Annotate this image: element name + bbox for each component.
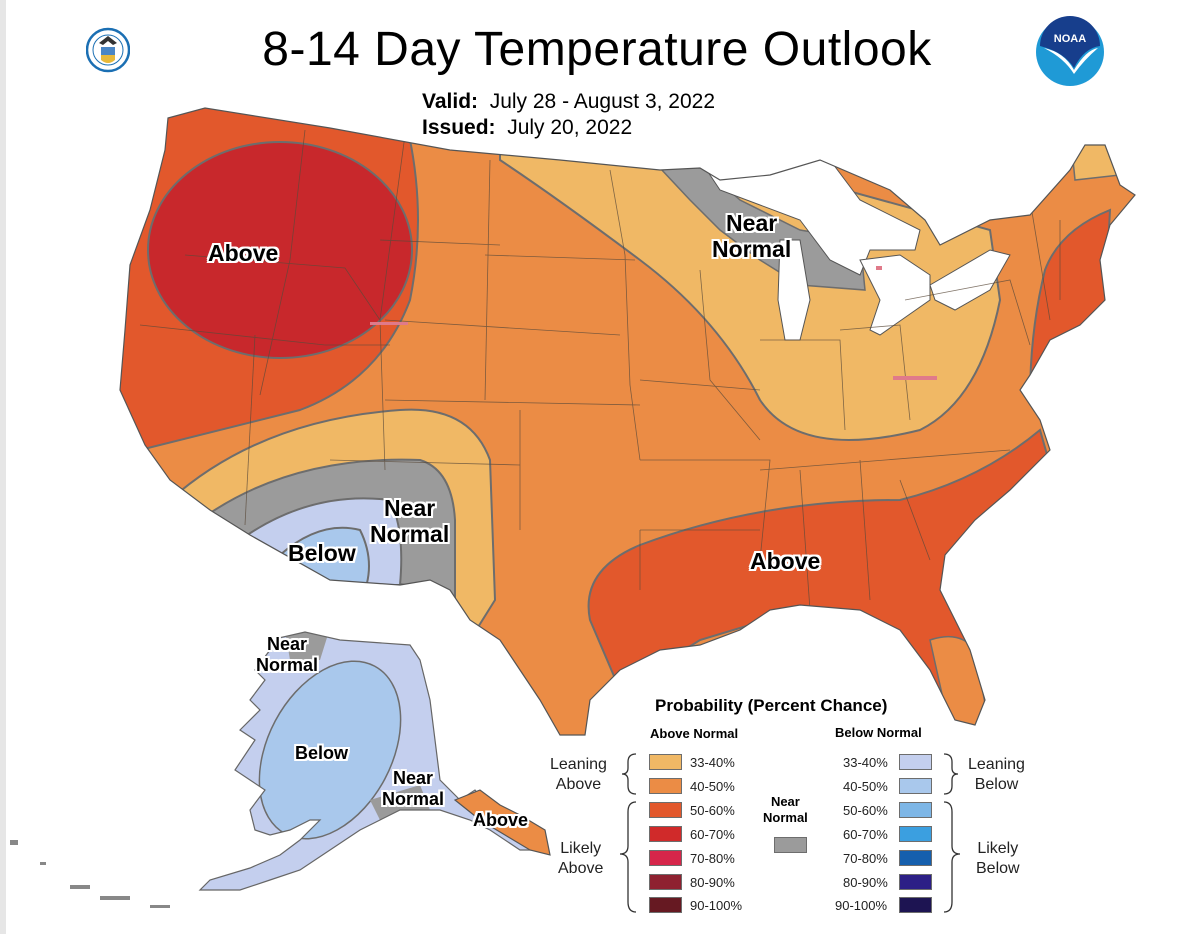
likely-above-label: Likely Above bbox=[558, 839, 603, 879]
swatch-below-33-40 bbox=[899, 754, 932, 770]
label-line: Below bbox=[976, 860, 1020, 877]
swatch-below-90-100 bbox=[899, 897, 932, 913]
swatch-below-40-50 bbox=[899, 778, 932, 794]
valid-label: Valid: bbox=[422, 90, 479, 113]
valid-dates: Valid: July 28 - August 3, 2022 bbox=[422, 90, 715, 114]
pct-below-40-50: 40-50% bbox=[843, 779, 888, 794]
swatch-above-70-80 bbox=[649, 850, 682, 866]
noaa-logo: NOAA bbox=[1034, 16, 1106, 93]
legend-below-header: Below Normal bbox=[835, 725, 922, 740]
pct-below-50-60: 50-60% bbox=[843, 803, 888, 818]
label-line: Near bbox=[384, 495, 436, 521]
swatch-above-40-50 bbox=[649, 778, 682, 794]
page-title: 8-14 Day Temperature Outlook bbox=[0, 22, 1200, 77]
swatch-below-80-90 bbox=[899, 874, 932, 890]
pct-below-70-80: 70-80% bbox=[843, 851, 888, 866]
issued-label: Issued: bbox=[422, 116, 496, 139]
leaning-above-label: Leaning Above bbox=[550, 755, 607, 795]
label-alaska-below: Below bbox=[295, 743, 349, 763]
label-line: Likely bbox=[560, 840, 602, 857]
swatch-below-50-60 bbox=[899, 802, 932, 818]
label-southwest-near-normal: Near Normal bbox=[370, 495, 449, 548]
label-southeast-above: Above bbox=[750, 548, 821, 574]
pct-above-50-60: 50-60% bbox=[690, 803, 735, 818]
swatch-above-80-90 bbox=[649, 874, 682, 890]
pct-above-33-40: 33-40% bbox=[690, 755, 735, 770]
label-alaska-south-near-normal: Near Normal bbox=[382, 768, 444, 809]
pct-above-90-100: 90-100% bbox=[690, 898, 743, 913]
issued-value: July 20, 2022 bbox=[507, 116, 633, 139]
valid-value: July 28 - August 3, 2022 bbox=[489, 90, 716, 113]
label-line: Near bbox=[726, 210, 778, 236]
swatch-above-50-60 bbox=[649, 802, 682, 818]
legend-title: Probability (Percent Chance) bbox=[655, 696, 888, 715]
label-line: Leaning bbox=[550, 756, 607, 773]
swatch-below-60-70 bbox=[899, 826, 932, 842]
pct-below-90-100: 90-100% bbox=[835, 898, 888, 913]
pct-below-60-70: 60-70% bbox=[843, 827, 888, 842]
label-line: Near bbox=[266, 634, 308, 654]
commerce-seal-logo bbox=[85, 18, 131, 87]
swatch-near-normal bbox=[774, 837, 807, 853]
noaa-logo-text: NOAA bbox=[1054, 33, 1086, 45]
likely-below-label: Likely Below bbox=[976, 839, 1020, 879]
label-line: Near bbox=[770, 794, 800, 809]
pct-above-60-70: 60-70% bbox=[690, 827, 735, 842]
swatch-below-70-80 bbox=[899, 850, 932, 866]
label-line: Normal bbox=[256, 654, 319, 675]
swatch-above-60-70 bbox=[649, 826, 682, 842]
legend-above-header: Above Normal bbox=[650, 726, 739, 741]
left-edge-border bbox=[0, 0, 6, 934]
label-line: Normal bbox=[370, 521, 450, 548]
label-line: Leaning bbox=[968, 756, 1025, 773]
label-great-lakes-near-normal: Near Normal bbox=[712, 210, 791, 263]
label-line: Likely bbox=[977, 840, 1019, 857]
issued-date: Issued: July 20, 2022 bbox=[422, 116, 632, 140]
label-line: Normal bbox=[712, 236, 792, 263]
label-line: Below bbox=[974, 776, 1019, 793]
pct-above-80-90: 80-90% bbox=[690, 875, 735, 890]
label-line: Above bbox=[555, 776, 602, 793]
swatch-above-90-100 bbox=[649, 897, 682, 913]
legend-near-normal-label: Near Normal bbox=[763, 794, 808, 825]
label-northwest-above: Above bbox=[208, 240, 279, 266]
label-line: Normal bbox=[382, 788, 445, 809]
label-line: Near bbox=[392, 768, 434, 788]
pct-above-40-50: 40-50% bbox=[690, 779, 735, 794]
swatch-above-33-40 bbox=[649, 754, 682, 770]
pct-below-80-90: 80-90% bbox=[843, 875, 888, 890]
label-line: Above bbox=[558, 860, 604, 877]
label-alaska-north-near-normal: Near Normal bbox=[256, 634, 318, 675]
label-line: Normal bbox=[763, 809, 808, 825]
pct-below-33-40: 33-40% bbox=[843, 755, 888, 770]
leaning-below-label: Leaning Below bbox=[968, 755, 1025, 795]
pct-above-70-80: 70-80% bbox=[690, 851, 735, 866]
label-southwest-below: Below bbox=[288, 540, 356, 566]
label-alaska-panhandle-above: Above bbox=[473, 810, 529, 830]
title-text: 8-14 Day Temperature Outlook bbox=[262, 23, 932, 76]
